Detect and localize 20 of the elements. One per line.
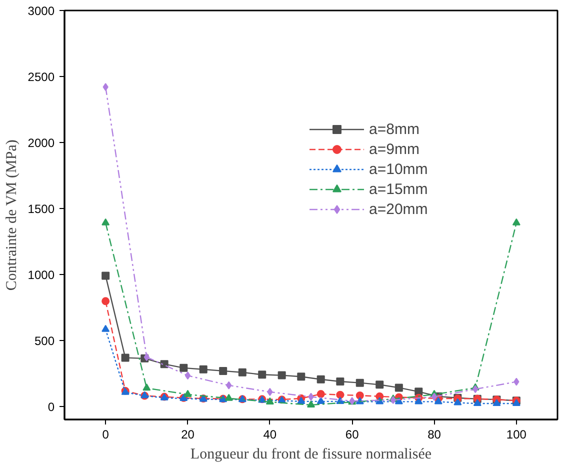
x-tick-label: 20	[181, 428, 195, 442]
x-tick-label: 100	[506, 428, 527, 442]
legend-label: a=9mm	[369, 140, 420, 158]
x-tick-label: 80	[428, 428, 442, 442]
y-tick-label: 0	[48, 400, 55, 414]
y-tick-label: 2000	[28, 136, 55, 150]
legend-label: a=15mm	[369, 180, 428, 198]
y-axis-title: Contrainte de VM (MPa)	[4, 140, 20, 291]
x-axis-title: Longueur du front de fissure normalisée	[190, 446, 432, 462]
y-tick-label: 2500	[28, 70, 55, 84]
legend-label: a=8mm	[369, 120, 420, 138]
legend-label: a=20mm	[369, 200, 428, 218]
legend-label: a=10mm	[369, 160, 428, 178]
x-tick-label: 40	[263, 428, 277, 442]
y-tick-label: 1000	[28, 268, 55, 282]
y-tick-label: 3000	[28, 4, 55, 18]
x-tick-label: 60	[345, 428, 360, 442]
y-tick-label: 1500	[28, 202, 55, 216]
x-tick-label: 0	[102, 428, 110, 442]
y-tick-label: 500	[34, 334, 55, 348]
